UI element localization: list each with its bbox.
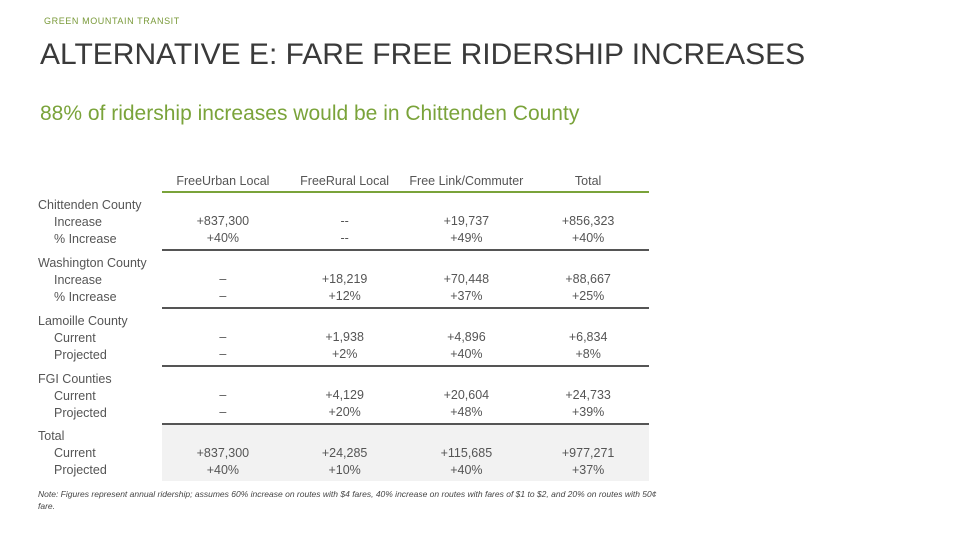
column-header-free-link-commuter: Free Link/Commuter [405, 152, 528, 193]
table-cell: +977,271 +37% [527, 424, 649, 481]
page-subtitle: 88% of ridership increases would be in C… [40, 102, 580, 125]
table-cell: +6,834 +8% [527, 308, 649, 367]
table-cell: +4,129 +20% [283, 366, 406, 425]
table-cell: – – [162, 250, 284, 309]
row-label: Total Current Projected [38, 429, 107, 477]
row-label: Washington County Increase % Increase [38, 256, 147, 304]
table-row: Lamoille County Current Projected – – +1,… [36, 308, 649, 367]
ridership-table: FreeUrban Local FreeRural Local Free Lin… [36, 152, 649, 481]
column-header-free-rural-local: FreeRural Local [283, 152, 406, 193]
column-header-total: Total [527, 152, 649, 193]
table-cell: +88,667 +25% [527, 250, 649, 309]
row-label: Lamoille County Current Projected [38, 314, 128, 362]
table-row: Chittenden County Increase % Increase +8… [36, 192, 649, 251]
table-header-row: FreeUrban Local FreeRural Local Free Lin… [36, 152, 649, 193]
table-cell: +24,733 +39% [527, 366, 649, 425]
footnote: Note: Figures represent annual ridership… [38, 489, 657, 511]
table-cell: +837,300 +40% [162, 424, 284, 481]
table-cell: -- -- [283, 192, 406, 251]
table-row-total: Total Current Projected +837,300 +40% +24… [36, 424, 649, 481]
table-cell: +115,685 +40% [405, 424, 528, 481]
table-cell: – – [162, 366, 284, 425]
table-cell: +856,323 +40% [527, 192, 649, 251]
brand-name: GREEN MOUNTAIN TRANSIT [44, 16, 180, 26]
table-row: FGI Counties Current Projected – – +4,129… [36, 366, 649, 425]
page-title: ALTERNATIVE E: FARE FREE RIDERSHIP INCRE… [40, 38, 806, 71]
table-cell: +24,285 +10% [283, 424, 406, 481]
table-cell: +837,300 +40% [162, 192, 284, 251]
table-cell: +1,938 +2% [283, 308, 406, 367]
table-cell: +20,604 +48% [405, 366, 528, 425]
column-header-free-urban-local: FreeUrban Local [162, 152, 284, 193]
table-cell: +4,896 +40% [405, 308, 528, 367]
table-row: Washington County Increase % Increase – –… [36, 250, 649, 309]
table-cell: +18,219 +12% [283, 250, 406, 309]
header-blank-cell [36, 152, 162, 192]
table-cell: – – [162, 308, 284, 367]
row-label: Chittenden County Increase % Increase [38, 198, 142, 246]
table-cell: +70,448 +37% [405, 250, 528, 309]
table-cell: +19,737 +49% [405, 192, 528, 251]
row-label: FGI Counties Current Projected [38, 372, 112, 420]
